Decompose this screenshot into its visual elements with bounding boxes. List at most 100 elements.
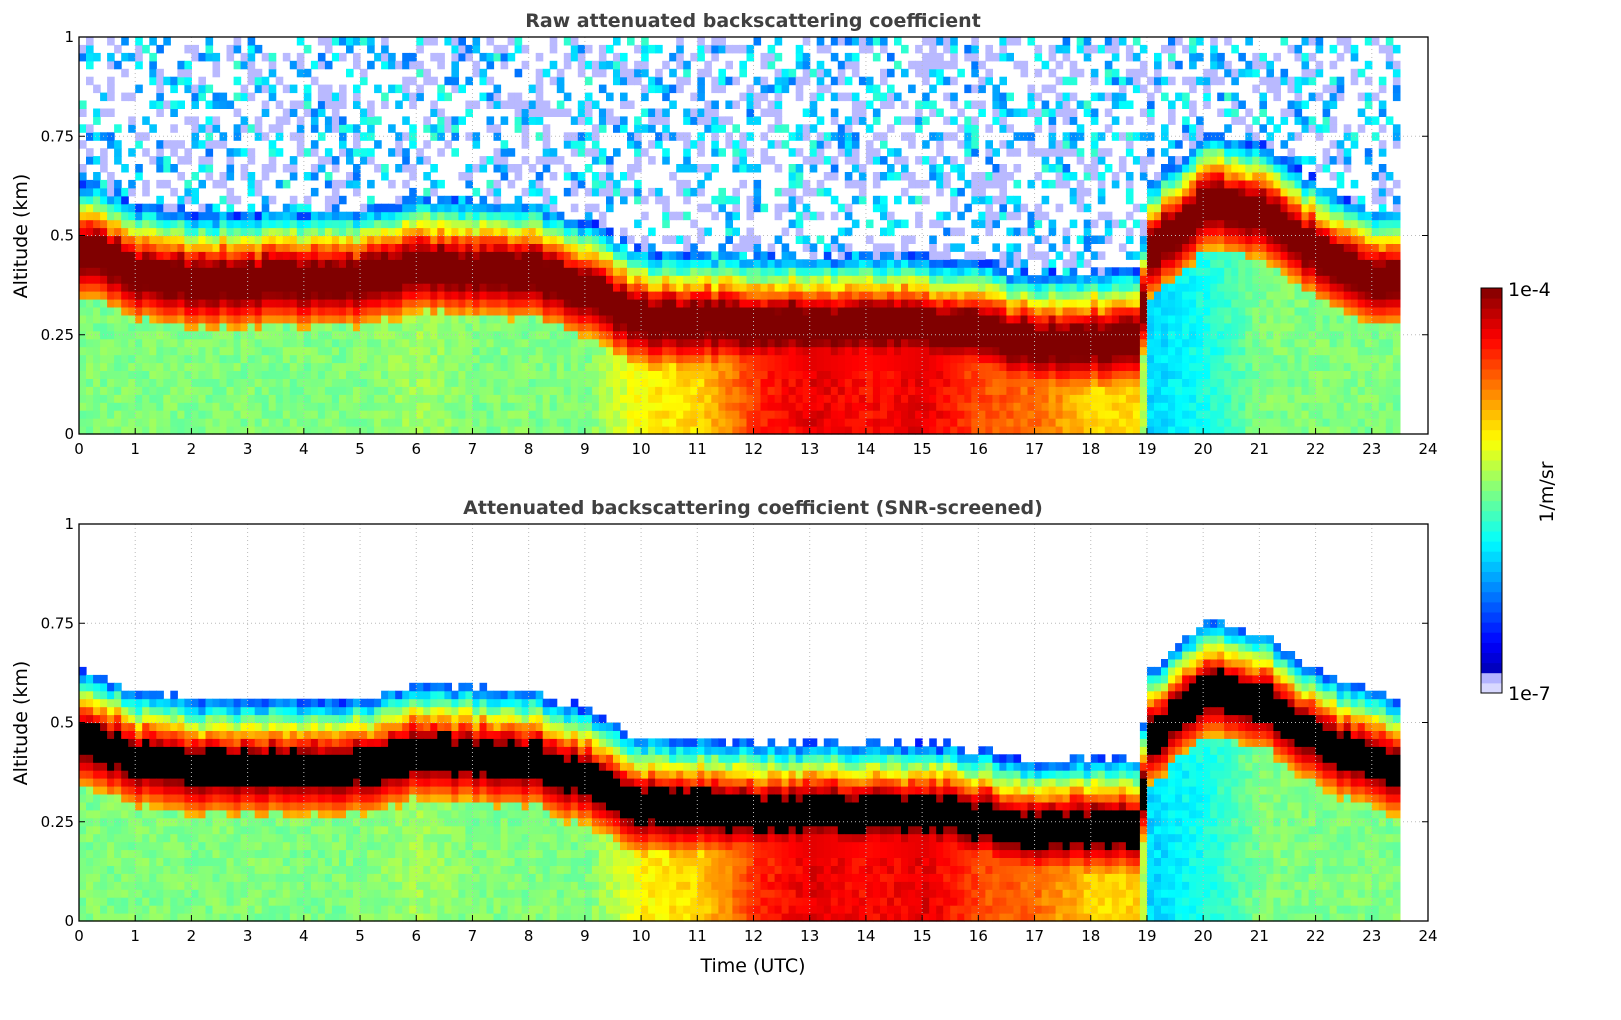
heatmap-cell bbox=[901, 283, 909, 292]
heatmap-cell bbox=[402, 370, 410, 379]
heatmap-cell bbox=[606, 426, 614, 435]
heatmap-cell bbox=[93, 259, 101, 268]
heatmap-cell bbox=[851, 108, 860, 117]
heatmap-cell bbox=[430, 37, 438, 46]
heatmap-cell bbox=[247, 148, 256, 157]
heatmap-cell bbox=[746, 235, 755, 244]
heatmap-cell bbox=[577, 275, 586, 284]
heatmap-cell bbox=[802, 68, 811, 78]
heatmap-cell bbox=[823, 418, 832, 427]
heatmap-cell bbox=[282, 307, 291, 316]
heatmap-cell bbox=[184, 402, 192, 411]
heatmap-cell bbox=[830, 330, 839, 340]
heatmap-cell bbox=[156, 259, 164, 268]
heatmap-cell bbox=[823, 410, 832, 419]
heatmap-cell bbox=[704, 330, 712, 340]
heatmap-cell bbox=[549, 346, 558, 356]
heatmap-cell bbox=[957, 259, 965, 268]
heatmap-cell bbox=[837, 76, 846, 86]
heatmap-cell bbox=[367, 124, 375, 133]
heatmap-cell bbox=[711, 299, 719, 308]
heatmap-cell bbox=[184, 243, 192, 252]
heatmap-cell bbox=[423, 116, 431, 125]
heatmap-cell bbox=[282, 426, 291, 435]
heatmap-cell bbox=[985, 338, 993, 348]
heatmap-cell bbox=[732, 307, 740, 316]
heatmap-cell bbox=[985, 330, 993, 340]
heatmap-cell bbox=[451, 426, 459, 435]
heatmap-cell bbox=[676, 44, 684, 54]
heatmap-cell bbox=[219, 283, 228, 292]
heatmap-cell bbox=[254, 394, 263, 403]
heatmap-cell bbox=[156, 100, 164, 109]
heatmap-cell bbox=[606, 330, 614, 340]
heatmap-cell bbox=[268, 402, 277, 411]
heatmap-cell bbox=[493, 322, 502, 332]
heatmap-cell bbox=[922, 283, 930, 292]
heatmap-cell bbox=[809, 346, 818, 356]
heatmap-cell bbox=[107, 378, 115, 387]
heatmap-cell bbox=[613, 322, 621, 332]
heatmap-cell bbox=[872, 37, 881, 46]
heatmap-cell bbox=[872, 116, 881, 125]
heatmap-cell bbox=[402, 330, 410, 340]
heatmap-cell bbox=[872, 314, 881, 324]
heatmap-cell bbox=[86, 346, 94, 356]
heatmap-cell bbox=[556, 76, 565, 86]
heatmap-cell bbox=[872, 402, 881, 411]
heatmap-cell bbox=[760, 402, 769, 411]
heatmap-cell bbox=[331, 426, 340, 435]
heatmap-cell bbox=[662, 307, 670, 316]
heatmap-cell bbox=[929, 370, 937, 379]
heatmap-cell bbox=[865, 100, 874, 109]
heatmap-cell bbox=[880, 259, 888, 268]
heatmap-cell bbox=[303, 370, 312, 379]
heatmap-cell bbox=[971, 291, 979, 300]
heatmap-cell bbox=[261, 354, 270, 364]
heatmap-cell bbox=[809, 243, 818, 252]
heatmap-cell bbox=[549, 108, 558, 117]
heatmap-cell bbox=[479, 378, 488, 387]
heatmap-cell bbox=[662, 283, 670, 292]
heatmap-cell bbox=[760, 251, 769, 260]
heatmap-cell bbox=[795, 148, 804, 157]
heatmap-cell bbox=[402, 60, 410, 70]
heatmap-cell bbox=[718, 314, 726, 324]
heatmap-cell bbox=[992, 172, 1000, 181]
heatmap-cell bbox=[514, 386, 523, 395]
heatmap-cell bbox=[451, 418, 459, 427]
heatmap-cell bbox=[493, 418, 502, 427]
heatmap-cell bbox=[156, 362, 164, 371]
heatmap-cell bbox=[606, 275, 614, 284]
heatmap-cell bbox=[669, 68, 677, 78]
heatmap-cell bbox=[93, 116, 101, 125]
heatmap-cell bbox=[760, 330, 769, 340]
heatmap-cell bbox=[901, 164, 909, 173]
heatmap-cell bbox=[451, 314, 459, 324]
heatmap-cell bbox=[430, 164, 438, 173]
heatmap-cell bbox=[641, 362, 649, 371]
heatmap-cell bbox=[310, 187, 319, 197]
heatmap-cell bbox=[353, 148, 361, 157]
heatmap-cell bbox=[613, 179, 621, 189]
heatmap-cell bbox=[781, 275, 790, 284]
heatmap-cell bbox=[100, 203, 108, 213]
heatmap-cell bbox=[163, 251, 171, 260]
heatmap-cell bbox=[627, 140, 635, 149]
heatmap-cell bbox=[957, 394, 965, 403]
heatmap-cell bbox=[999, 37, 1007, 46]
heatmap-cell bbox=[880, 410, 888, 419]
heatmap-cell bbox=[451, 124, 459, 133]
heatmap-cell bbox=[261, 402, 270, 411]
heatmap-cell bbox=[367, 338, 375, 348]
heatmap-cell bbox=[254, 251, 263, 260]
heatmap-cell bbox=[128, 219, 136, 229]
heatmap-cell bbox=[915, 362, 923, 371]
heatmap-cell bbox=[514, 259, 523, 268]
heatmap-cell bbox=[205, 124, 214, 133]
heatmap-cell bbox=[936, 314, 944, 324]
heatmap-cell bbox=[149, 314, 157, 324]
heatmap-cell bbox=[542, 330, 551, 340]
heatmap-cell bbox=[732, 314, 740, 324]
heatmap-cell bbox=[676, 251, 684, 260]
